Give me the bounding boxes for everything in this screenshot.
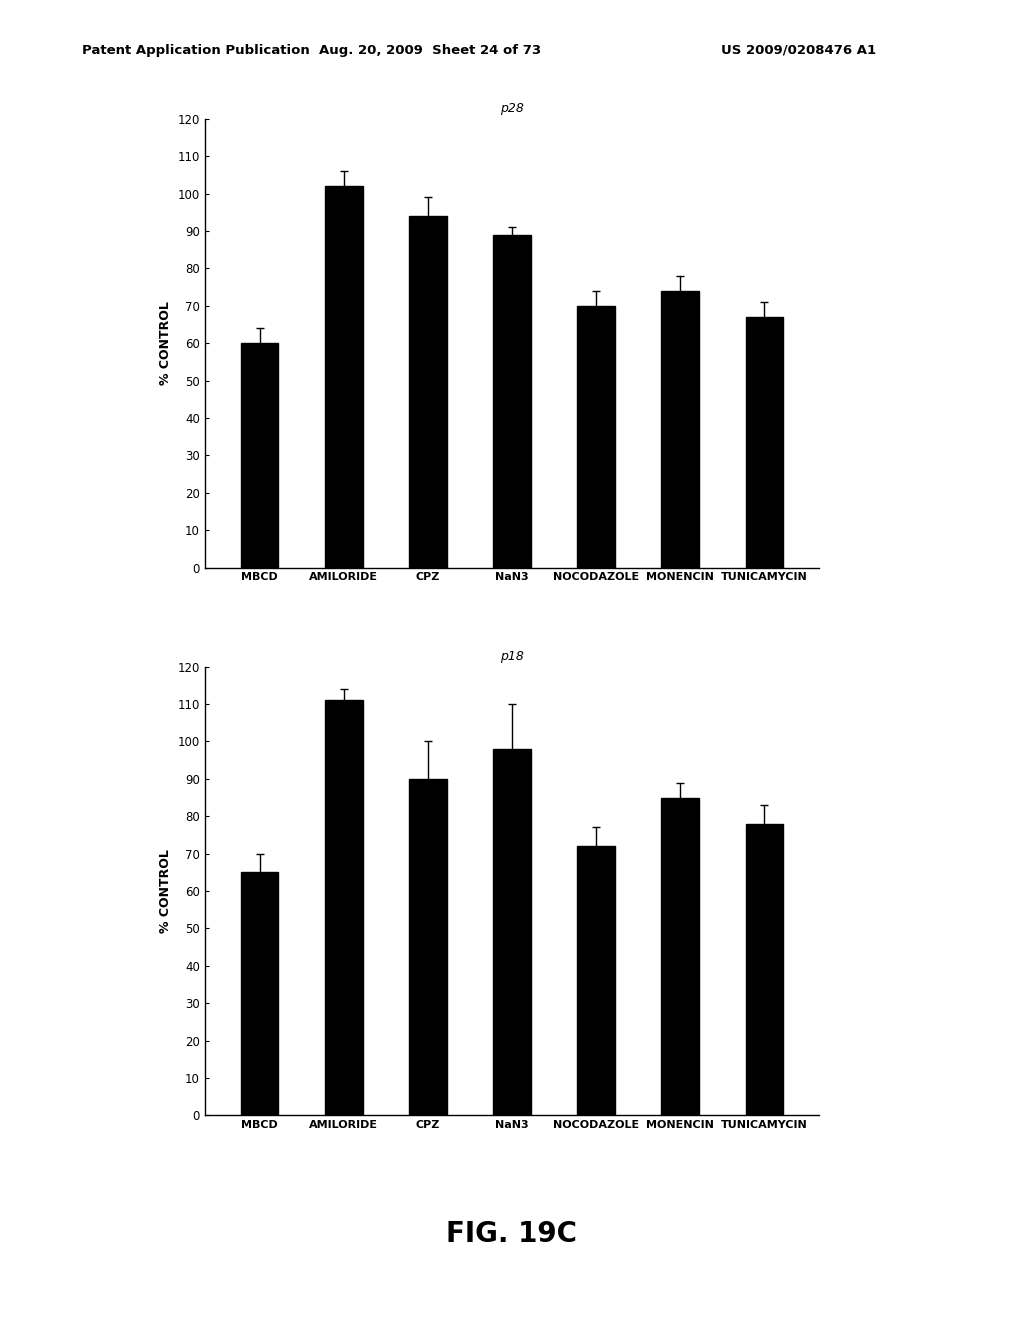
Y-axis label: % CONTROL: % CONTROL — [159, 301, 172, 385]
Title: p28: p28 — [500, 102, 524, 115]
Bar — [409, 216, 446, 568]
Bar — [745, 824, 783, 1115]
Y-axis label: % CONTROL: % CONTROL — [159, 849, 172, 933]
Bar — [325, 700, 362, 1115]
Text: FIG. 19C: FIG. 19C — [446, 1220, 578, 1249]
Bar — [241, 873, 279, 1115]
Bar — [662, 290, 699, 568]
Bar — [409, 779, 446, 1115]
Text: Patent Application Publication: Patent Application Publication — [82, 44, 309, 57]
Text: US 2009/0208476 A1: US 2009/0208476 A1 — [721, 44, 877, 57]
Bar — [662, 797, 699, 1115]
Bar — [578, 846, 615, 1115]
Bar — [241, 343, 279, 568]
Text: Aug. 20, 2009  Sheet 24 of 73: Aug. 20, 2009 Sheet 24 of 73 — [319, 44, 541, 57]
Bar — [494, 235, 530, 568]
Bar — [745, 317, 783, 568]
Bar — [578, 306, 615, 568]
Bar — [325, 186, 362, 568]
Title: p18: p18 — [500, 649, 524, 663]
Bar — [494, 748, 530, 1115]
